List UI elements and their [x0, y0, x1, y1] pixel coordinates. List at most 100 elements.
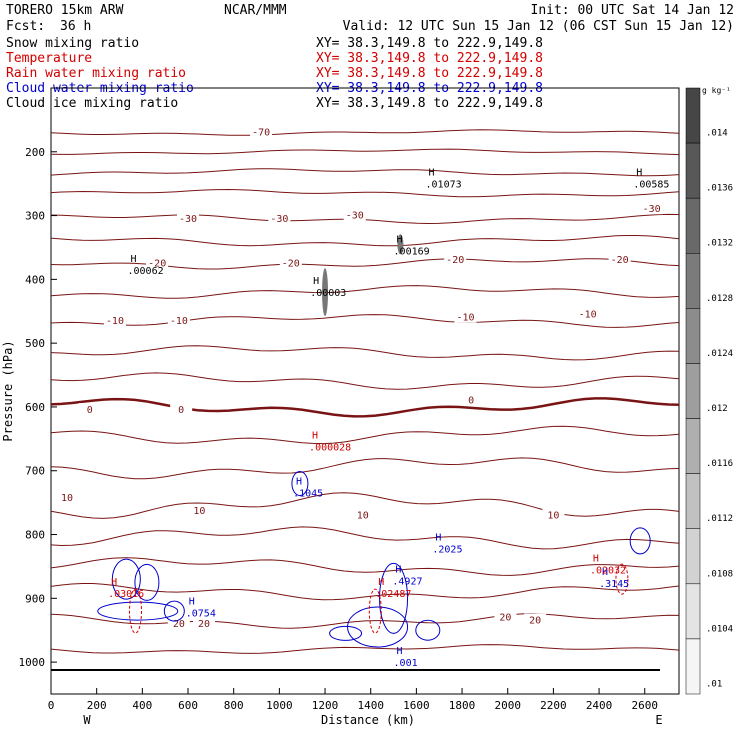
contour-label-bg	[460, 393, 483, 406]
contour-label-bg	[279, 256, 302, 269]
contour-label: -20	[611, 255, 629, 266]
x-tick-label: 200	[87, 699, 107, 712]
contour-label: 0	[87, 405, 93, 416]
x-tick-label: 400	[132, 699, 152, 712]
mixing-ratio-contour	[97, 601, 179, 621]
contour-label: 10	[193, 506, 205, 517]
contour-label-bg	[103, 313, 126, 326]
y-tick-label: 200	[25, 146, 45, 159]
mixing-ratio-contours	[97, 234, 651, 648]
contour-label: 20	[529, 616, 541, 627]
colorbar-tick-label: .0116	[706, 459, 733, 469]
temperature-contour	[50, 372, 680, 390]
x-tick-label: 1600	[403, 699, 430, 712]
field-xy: XY= 38.3,149.8 to 222.9,149.8	[316, 66, 543, 81]
y-tick-label: 400	[25, 273, 45, 286]
maximum-marker: H	[602, 567, 608, 578]
contour-label-bg	[268, 211, 291, 224]
contour-label: 0	[178, 405, 184, 416]
contour-label: 10	[547, 510, 559, 521]
x-tick-label: 1400	[357, 699, 384, 712]
x-tick-label: 1200	[312, 699, 339, 712]
colorbar-segment	[685, 87, 701, 144]
contour-label-bg	[188, 503, 211, 516]
maxima-labels: H.01073H.00585H.00169H.00062H.00003H.000…	[108, 168, 669, 669]
maximum-marker: H	[397, 646, 403, 657]
maximum-marker: H	[189, 596, 195, 607]
contour-label: -10	[106, 316, 124, 327]
mixing-ratio-contour	[379, 562, 409, 634]
temperature-contour	[50, 314, 680, 328]
temperature-contour	[50, 644, 680, 654]
contour-label: 20	[198, 619, 210, 630]
temperature-contour	[50, 583, 680, 601]
mixing-ratio-contour	[368, 588, 382, 634]
contour-label: -10	[579, 309, 597, 320]
colorbar-tick-label: .0108	[706, 569, 733, 579]
colorbar-tick-label: .0136	[706, 184, 733, 194]
y-tick-label: 900	[25, 592, 45, 605]
forecast-label: Fcst:	[6, 19, 45, 34]
maximum-value: .00062	[128, 266, 164, 277]
center-title: NCAR/MMM	[224, 3, 287, 18]
contour-label: 20	[499, 612, 511, 623]
mixing-ratio-contour	[128, 588, 142, 634]
maximum-value: .4927	[392, 576, 422, 587]
colorbar-segment	[685, 418, 701, 474]
maximum-marker: H	[296, 476, 302, 487]
contour-label: -30	[270, 214, 288, 225]
contour-label-bg	[454, 310, 477, 323]
mixing-ratio-contour	[415, 619, 441, 641]
maximum-marker: H	[378, 577, 384, 588]
maximum-value: .3145	[599, 579, 629, 590]
contour-label-bg	[78, 403, 101, 416]
contour-label: 0	[468, 396, 474, 407]
contour-label-bg	[351, 508, 374, 521]
x-tick-label: 2400	[586, 699, 613, 712]
field-name: Temperature	[6, 51, 92, 66]
temperature-contour	[50, 613, 680, 629]
maximum-marker: H	[395, 564, 401, 575]
colorbar-tick-label: .0124	[706, 349, 733, 359]
contour-label-bg	[167, 616, 190, 629]
maximum-marker: H	[435, 533, 441, 544]
contour-label-bg	[640, 202, 663, 215]
colorbar-tick-label: .0128	[706, 294, 733, 304]
contour-label-bg	[576, 307, 599, 320]
colorbar-segment	[685, 583, 701, 640]
colorbar-segment	[685, 473, 701, 529]
colorbar-segment	[685, 363, 701, 419]
y-tick-label: 700	[25, 465, 45, 478]
contour-label: 20	[173, 619, 185, 630]
temperature-contour	[50, 397, 680, 418]
maximum-value: .000028	[309, 442, 351, 453]
colorbar-tick-label: .01	[706, 679, 722, 689]
maximum-marker: H	[429, 168, 435, 179]
contour-label: -30	[643, 204, 661, 215]
maximum-value: .01073	[426, 180, 462, 191]
model-title: TORERO 15km ARW	[6, 3, 124, 18]
maximum-marker: H	[636, 168, 642, 179]
contour-label-bg	[170, 403, 193, 416]
contour-label: -20	[446, 255, 464, 266]
maximum-marker: H	[312, 430, 318, 441]
contour-label: -20	[148, 258, 166, 269]
contour-label-bg	[542, 508, 565, 521]
maximum-value: .00169	[394, 247, 430, 258]
temperature-contour	[50, 492, 680, 519]
maximum-marker: H	[313, 276, 319, 287]
maximum-value: .001	[394, 658, 418, 669]
y-tick-label: 600	[25, 401, 45, 414]
colorbar-tick-label: .014	[706, 129, 728, 139]
mixing-ratio-contour	[329, 625, 363, 641]
init-time: Init: 00 UTC Sat 14 Jan 12	[531, 3, 735, 18]
field-legend: Snow mixing ratio XY= 38.3,149.8 to 222.9…	[6, 36, 543, 111]
y-tick-label: 500	[25, 337, 45, 350]
contour-label-bg	[167, 313, 190, 326]
contour-label: -10	[456, 313, 474, 324]
contour-label-bg	[494, 610, 517, 623]
plot-frame	[50, 87, 680, 695]
contour-label: -70	[252, 128, 270, 139]
colorbar-segment	[685, 308, 701, 364]
colorbar-tick-label: .0104	[706, 624, 733, 634]
